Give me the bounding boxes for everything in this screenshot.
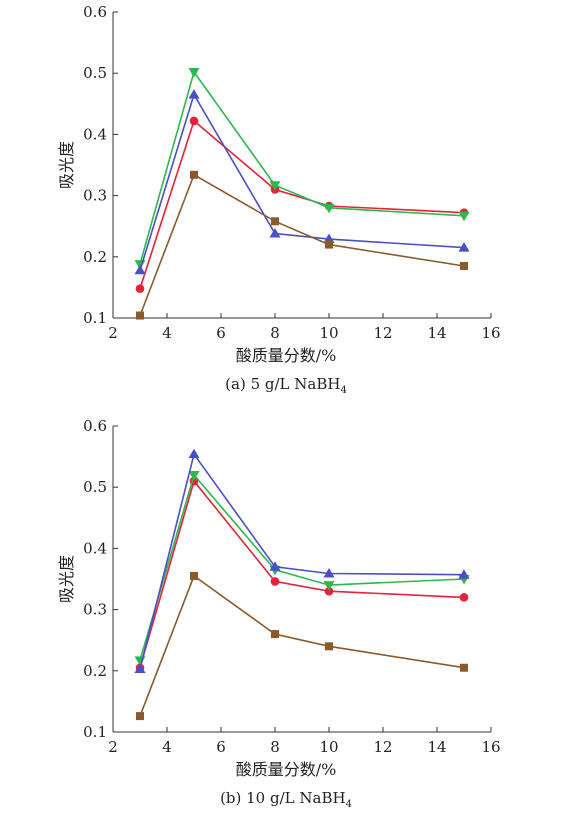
x-tick-label: 10	[319, 324, 338, 342]
data-point-triangle-up	[458, 242, 470, 252]
data-point-square	[136, 311, 144, 320]
data-point-triangle-up	[134, 663, 146, 673]
y-tick-label: 0.6	[83, 3, 107, 21]
y-tick-label: 0.6	[83, 417, 107, 435]
data-point-square	[190, 571, 198, 580]
x-tick-label: 8	[270, 738, 280, 756]
data-point-triangle-down	[188, 67, 200, 78]
data-point-triangle-down	[323, 203, 335, 214]
y-tick-label: 0.5	[83, 64, 107, 82]
y-tick-label: 0.3	[83, 187, 107, 205]
y-tick-label: 0.1	[83, 309, 107, 327]
data-point-square	[325, 642, 333, 651]
data-point-square	[271, 630, 279, 639]
chart-panel-b: 0.1 0.2 0.3 0.4 0.5 0.6 2 4 6 8 10 12 14 16 吸光度酸质量分数/%…	[57, 417, 501, 810]
data-point-triangle-down	[458, 211, 470, 222]
data-point-square	[460, 261, 468, 270]
x-tick-label: 6	[216, 324, 226, 342]
y-tick-label: 0.3	[83, 601, 107, 619]
x-tick-label: 16	[481, 324, 500, 342]
series-1-line	[139, 70, 465, 265]
series-3-line	[139, 574, 465, 717]
y-tick-label: 0.4	[83, 125, 107, 143]
data-point-circle	[270, 577, 280, 586]
y-tick-label: 0.2	[83, 662, 107, 680]
x-tick-label: 16	[481, 738, 500, 756]
series-1-line	[139, 473, 465, 661]
panel-caption: (b) 10 g/L NaBH4	[220, 789, 352, 810]
y-tick-label: 0.4	[83, 539, 107, 557]
data-point-square	[325, 240, 333, 249]
chart-panel-a: 0.1 0.2 0.3 0.4 0.5 0.6 2 4 6 8 10 12 14 16 吸光度酸质量分数/%…	[57, 3, 501, 396]
data-point-square	[271, 217, 279, 226]
data-point-circle	[324, 586, 334, 596]
x-axis-title: 酸质量分数/%	[236, 346, 337, 365]
data-point-triangle-down	[188, 470, 200, 481]
caption-subscript: 4	[346, 799, 352, 810]
x-tick-label: 10	[319, 738, 338, 756]
y-axis-title: 吸光度	[57, 555, 76, 603]
data-point-circle	[135, 284, 145, 293]
caption-subscript: 4	[340, 385, 346, 396]
data-point-triangle-up	[188, 89, 200, 99]
y-tick-label: 0.2	[83, 248, 107, 266]
data-point-triangle-down	[269, 181, 281, 191]
data-point-triangle-up	[323, 567, 335, 578]
series-2-line	[139, 92, 465, 271]
x-tick-label: 8	[270, 324, 280, 342]
data-point-square	[190, 170, 198, 179]
caption-text: (b) 10 g/L NaBH	[220, 789, 346, 807]
series-0-line	[139, 119, 465, 289]
data-point-square	[460, 663, 468, 672]
data-point-square	[136, 712, 144, 721]
x-tick-label: 4	[162, 738, 172, 756]
panel-caption: (a) 5 g/L NaBH4	[225, 375, 347, 396]
x-tick-label: 2	[108, 324, 118, 342]
data-point-triangle-up	[458, 569, 470, 579]
data-point-circle	[459, 593, 469, 602]
x-tick-label: 4	[162, 324, 172, 342]
data-point-triangle-up	[269, 561, 281, 571]
data-point-triangle-up	[134, 264, 146, 275]
x-tick-label: 14	[427, 738, 446, 756]
series-2-line	[139, 452, 465, 670]
y-tick-label: 0.5	[83, 478, 107, 496]
data-point-triangle-down	[323, 581, 335, 591]
x-tick-label: 12	[373, 738, 392, 756]
x-tick-label: 6	[216, 738, 226, 756]
x-tick-label: 14	[427, 324, 446, 342]
x-axis-title: 酸质量分数/%	[236, 760, 337, 779]
y-tick-label: 0.1	[83, 723, 107, 741]
caption-text: (a) 5 g/L NaBH	[225, 375, 340, 393]
data-point-circle	[189, 116, 199, 126]
x-tick-label: 12	[373, 324, 392, 342]
data-point-triangle-up	[269, 228, 281, 238]
x-tick-label: 2	[108, 738, 118, 756]
data-point-triangle-up	[188, 448, 200, 459]
y-axis-title: 吸光度	[57, 141, 76, 189]
